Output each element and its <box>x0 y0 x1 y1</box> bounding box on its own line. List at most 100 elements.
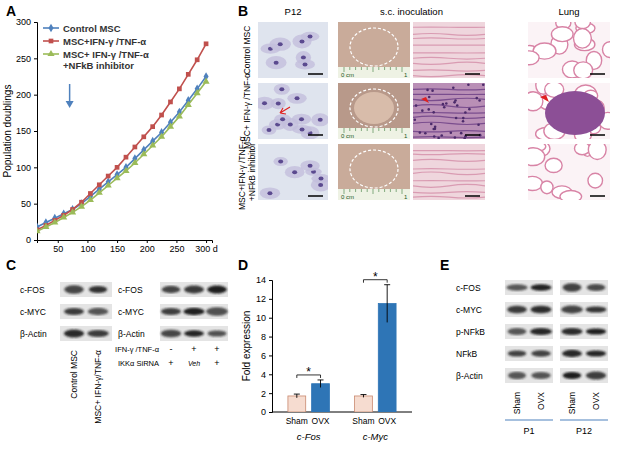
row-label: Control MSC <box>242 26 252 75</box>
panel-a: 05010015020025030050100150200250300 dPop… <box>2 17 218 254</box>
alveolus <box>545 158 562 172</box>
tick-mark <box>269 299 272 300</box>
nucleus <box>276 102 281 106</box>
ruler-label: 0 cm <box>341 194 354 200</box>
tick-label: 150 <box>110 244 125 254</box>
tick-mark <box>269 355 272 356</box>
inoculation-site <box>350 89 398 127</box>
nucleus <box>288 122 293 126</box>
panel-label: E <box>440 257 449 273</box>
tissue-fiber <box>413 196 485 198</box>
tick-label: 50 <box>53 244 63 254</box>
ruler-tick <box>349 67 350 70</box>
category-label: OVX <box>378 416 396 426</box>
tissue-fiber <box>413 136 485 138</box>
group-label: P1 <box>523 426 534 436</box>
nucleus <box>295 96 300 100</box>
legend-marker <box>49 39 54 44</box>
ruler-tick <box>402 128 403 133</box>
nucleus <box>468 108 471 111</box>
cell <box>300 160 319 171</box>
nucleus <box>318 183 323 187</box>
point <box>60 213 67 219</box>
ruler-tick <box>390 67 391 70</box>
nucleus <box>440 134 443 137</box>
nucleus <box>318 118 323 122</box>
row-label: c-FOS <box>456 283 481 293</box>
nucleus <box>299 39 304 43</box>
image-bg <box>413 83 485 139</box>
tick-mark <box>269 412 272 413</box>
band <box>183 308 204 315</box>
nucleus <box>421 109 424 112</box>
tissue-fiber <box>413 184 485 187</box>
ruler-tick <box>367 189 368 192</box>
ruler-label: 1 <box>404 72 408 78</box>
inoculation-site <box>350 28 398 66</box>
nucleus <box>462 117 465 120</box>
tick-label: 100 <box>16 163 31 173</box>
nucleus <box>262 101 267 105</box>
point <box>131 159 138 165</box>
nucleus <box>478 99 481 102</box>
micrograph <box>258 16 617 79</box>
point <box>42 223 49 229</box>
tick-mark <box>34 131 37 132</box>
nucleus <box>454 99 457 102</box>
nucleus <box>464 111 467 114</box>
row-label: β-Actin <box>456 371 483 381</box>
tick: 50 <box>53 240 63 254</box>
series-line <box>37 82 206 232</box>
ruler-label: 1 <box>404 194 408 200</box>
cell <box>274 114 291 124</box>
legend-label: MSC+IFN-γ /TNF-α <box>63 36 146 47</box>
band <box>530 328 552 335</box>
condition-label: IKKα SiRNA <box>118 359 159 368</box>
category-label: Sham <box>352 416 374 426</box>
ruler-tick <box>390 189 391 192</box>
cell <box>292 125 311 134</box>
axis-line <box>34 23 38 241</box>
point <box>88 191 93 196</box>
tissue-fiber <box>413 180 485 182</box>
image-bg <box>338 22 410 78</box>
point <box>150 124 155 129</box>
nucleus <box>430 123 433 126</box>
blot-bg <box>160 304 228 319</box>
cell <box>292 114 311 125</box>
band <box>507 306 527 314</box>
point <box>176 112 183 118</box>
error-bar <box>360 395 366 398</box>
ruler-tick <box>349 189 350 192</box>
micrograph <box>255 76 617 142</box>
error-stem <box>387 285 388 323</box>
ruler <box>338 128 410 139</box>
alveolus <box>602 42 616 58</box>
tissue-fiber <box>413 62 485 64</box>
tick-mark <box>87 240 88 243</box>
error-cap <box>318 379 324 380</box>
cell <box>260 187 280 199</box>
band <box>88 308 109 315</box>
alveolus <box>560 191 582 203</box>
ruler-label: 0 cm <box>341 72 354 78</box>
panel-e: c-FOSc-MYCp-NFkBNFkBβ-ActinShamOVXShamOV… <box>456 280 608 436</box>
nucleus <box>455 117 458 120</box>
point <box>124 155 129 160</box>
band <box>586 328 606 334</box>
lane-label: Control MSC <box>69 350 79 399</box>
error-bar <box>384 285 390 323</box>
panel-label: D <box>238 257 248 273</box>
scale-bar <box>308 195 323 197</box>
arrow-head <box>66 101 74 108</box>
nucleus <box>427 108 430 111</box>
row-label: c-MYC <box>456 305 482 315</box>
scale-bar <box>465 134 480 136</box>
point <box>106 174 111 179</box>
nucleus <box>414 118 417 121</box>
tick-mark <box>34 22 37 23</box>
alveolus <box>588 140 606 159</box>
lane-label: OVX <box>536 392 546 410</box>
nucleus <box>308 34 313 38</box>
panel-label: A <box>6 3 16 19</box>
